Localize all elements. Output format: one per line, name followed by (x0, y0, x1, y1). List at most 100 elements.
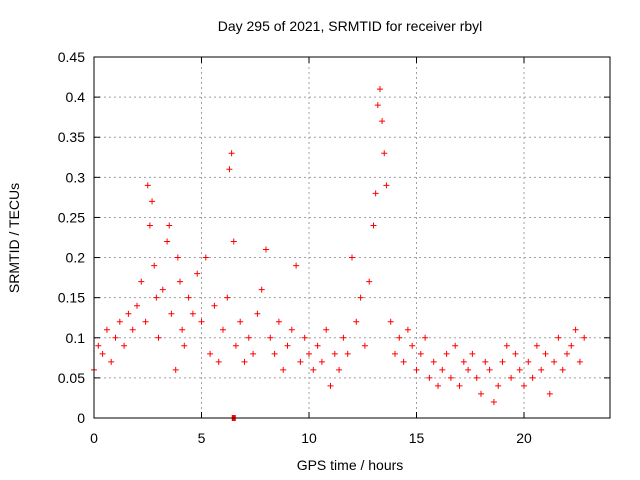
chart-title: Day 295 of 2021, SRMTID for receiver rby… (218, 18, 483, 34)
data-point (387, 318, 394, 325)
data-point (331, 350, 338, 357)
data-point (198, 318, 205, 325)
data-point (108, 358, 115, 365)
y-tick-label: 0.35 (58, 129, 85, 145)
data-point (503, 342, 510, 349)
data-point (533, 342, 540, 349)
data-point (144, 182, 151, 189)
y-tick-label: 0.3 (66, 169, 86, 185)
data-point (482, 358, 489, 365)
data-point (306, 350, 312, 357)
data-point (379, 118, 386, 125)
data-point (404, 326, 411, 333)
data-point (310, 366, 317, 373)
data-point (267, 334, 274, 341)
data-point (538, 366, 545, 373)
y-axis-label: SRMTID / TECUs (6, 183, 22, 293)
data-point (473, 374, 480, 381)
data-point (202, 254, 209, 261)
data-point (250, 350, 257, 357)
data-point (129, 326, 136, 333)
data-point (215, 358, 222, 365)
data-point (370, 222, 377, 229)
data-point (318, 358, 325, 365)
data-point (314, 342, 321, 349)
data-point (232, 342, 239, 349)
data-point (340, 334, 347, 341)
data-point (430, 358, 437, 365)
data-point (116, 318, 123, 325)
data-point (447, 374, 454, 381)
data-point (512, 350, 519, 357)
data-point (263, 246, 269, 253)
data-point (529, 374, 536, 381)
data-point (546, 390, 553, 397)
data-point (357, 294, 364, 301)
data-point (121, 342, 128, 349)
data-point (168, 310, 175, 317)
y-tick-label: 0.2 (66, 250, 86, 266)
y-tick-label: 0 (77, 410, 85, 426)
data-point (465, 366, 472, 373)
y-tick-label: 0.25 (58, 209, 85, 225)
x-tick-label: 0 (90, 430, 98, 446)
data-point (284, 342, 291, 349)
data-point (134, 302, 140, 309)
data-point (353, 318, 360, 325)
data-point (374, 102, 381, 109)
data-point (439, 366, 446, 373)
data-point (172, 366, 179, 373)
data-point (95, 342, 102, 349)
data-point (508, 374, 515, 381)
data-point (99, 350, 106, 357)
data-point (516, 366, 523, 373)
data-point (103, 326, 110, 333)
data-point (525, 358, 532, 365)
data-point (226, 166, 233, 173)
data-point (297, 358, 304, 365)
data-point (366, 278, 373, 285)
data-point (581, 334, 588, 341)
data-point (417, 350, 424, 357)
data-point (568, 342, 575, 349)
x-tick-label: 10 (301, 430, 317, 446)
data-point (254, 310, 261, 317)
plot-frame (93, 56, 611, 419)
x-axis-label: GPS time / hours (297, 457, 404, 473)
data-point (112, 334, 119, 341)
data-point (207, 350, 214, 357)
data-point (400, 358, 407, 365)
data-point (383, 182, 390, 189)
data-point (149, 198, 156, 205)
data-point (153, 294, 160, 301)
x-tick-label: 15 (409, 430, 425, 446)
data-point (228, 150, 235, 157)
data-point (164, 238, 171, 245)
data-point (323, 326, 330, 333)
data-point (469, 350, 476, 357)
y-tick-label: 0.4 (66, 89, 86, 105)
data-point (521, 382, 527, 389)
data-point (559, 366, 566, 373)
data-point (551, 358, 558, 365)
data-point (486, 366, 493, 373)
data-point (478, 390, 484, 397)
data-point (224, 294, 231, 301)
data-point (301, 334, 308, 341)
data-point (181, 342, 188, 349)
data-point (194, 270, 201, 277)
data-point (495, 382, 502, 389)
data-point (361, 342, 368, 349)
data-point (179, 326, 186, 333)
data-point (220, 326, 226, 333)
data-point (245, 334, 252, 341)
data-point (422, 334, 429, 341)
data-point (344, 350, 351, 357)
data-point (376, 86, 383, 93)
data-point (460, 358, 467, 365)
data-point (288, 326, 295, 333)
axis-ticks: 0 0.05 0.1 0.15 0.2 0.25 0.3 0.35 0.4 0.45 0 5 10 15 2… (58, 49, 610, 446)
data-point (349, 254, 355, 261)
y-tick-label: 0.45 (58, 49, 85, 65)
data-point (293, 262, 300, 269)
